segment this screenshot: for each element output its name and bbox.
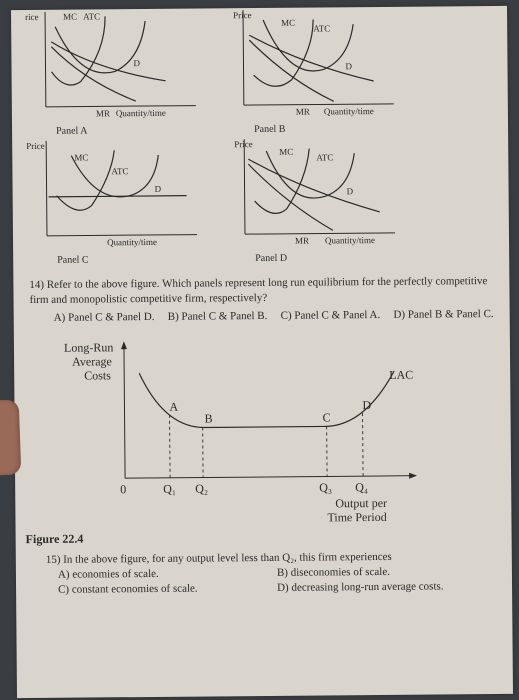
mc-label: MC — [279, 147, 293, 157]
mr-label: MR — [295, 236, 309, 246]
q14-text: 14) Refer to the above figure. Which pan… — [29, 274, 493, 308]
lac-label: LAC — [389, 367, 413, 381]
panel-b: Price MC ATC D MR Quantity/time Panel B — [223, 9, 414, 136]
q15-c: C) constant economies of scale. — [58, 581, 277, 598]
pt-d: D — [362, 398, 371, 412]
yl2: Average — [72, 354, 112, 368]
xlabel: Quantity/time — [324, 106, 374, 116]
atc-label: ATC — [313, 23, 330, 33]
pt-b: B — [205, 411, 213, 425]
atc-label: ATC — [111, 166, 128, 176]
xlabel: Quantity/time — [116, 108, 166, 118]
xl1: Output per — [335, 496, 387, 510]
ylabel: Price — [234, 139, 253, 149]
atc-label: ATC — [83, 11, 100, 21]
xq3: Q₃ — [319, 480, 332, 494]
mc-label: MC — [74, 153, 88, 163]
panel-d-label: Panel D — [255, 253, 287, 264]
pt-c: C — [323, 410, 331, 424]
ylabel: Price — [233, 10, 252, 20]
mc-label: MC — [63, 12, 77, 22]
yl1: Long-Run — [64, 340, 113, 354]
mc-label: MC — [281, 18, 295, 28]
q14-b: B) Panel C & Panel B. — [168, 310, 268, 323]
atc-label: ATC — [316, 152, 333, 162]
xl2: Time Period — [327, 510, 386, 524]
panel-d: Price MC ATC D MR Quantity/time Panel D — [224, 138, 415, 265]
panel-a-label: Panel A — [56, 126, 87, 137]
q15-block: 15) In the above figure, for any output … — [46, 549, 496, 599]
d-label: D — [133, 58, 140, 68]
xq4: Q₄ — [355, 480, 368, 494]
q14-options: A) Panel C & Panel D. B) Panel C & Panel… — [54, 308, 494, 324]
lac-chart: A B C D 0 Q₁ Q₂ Q₃ Q₄ LAC Long-Run Avera — [64, 330, 446, 523]
q14-d: D) Panel B & Panel C. — [393, 308, 493, 321]
panel-a: rice MC ATC D MR Quantity/time Panel A — [25, 10, 216, 137]
panel-c: Price MC ATC D Quantity/time Panel C — [26, 139, 217, 266]
q15-d: D) decreasing long-run average costs. — [277, 579, 496, 596]
figure-label: Figure 22.4 — [26, 528, 502, 547]
xq1: Q₁ — [163, 481, 176, 495]
x0: 0 — [120, 482, 126, 496]
ylabel: Price — [26, 141, 45, 151]
xlabel: Quantity/time — [325, 235, 375, 245]
q14-c: C) Panel C & Panel A. — [281, 309, 381, 322]
xlabel: Quantity/time — [107, 237, 157, 247]
panel-b-label: Panel B — [254, 124, 285, 135]
thumb-photo-edge — [0, 400, 21, 476]
mr-label: MR — [96, 108, 110, 118]
mr-label: MR — [296, 107, 310, 117]
d-label: D — [345, 61, 352, 71]
four-panels: rice MC ATC D MR Quantity/time Panel A — [21, 7, 423, 268]
yl3: Costs — [84, 368, 111, 382]
panel-c-label: Panel C — [57, 255, 88, 266]
pt-a: A — [169, 399, 178, 413]
xq2: Q₂ — [195, 481, 208, 495]
ylabel: rice — [25, 12, 39, 22]
d-label: D — [155, 184, 162, 194]
d-label: D — [347, 186, 354, 196]
q14-a: A) Panel C & Panel D. — [54, 311, 155, 324]
